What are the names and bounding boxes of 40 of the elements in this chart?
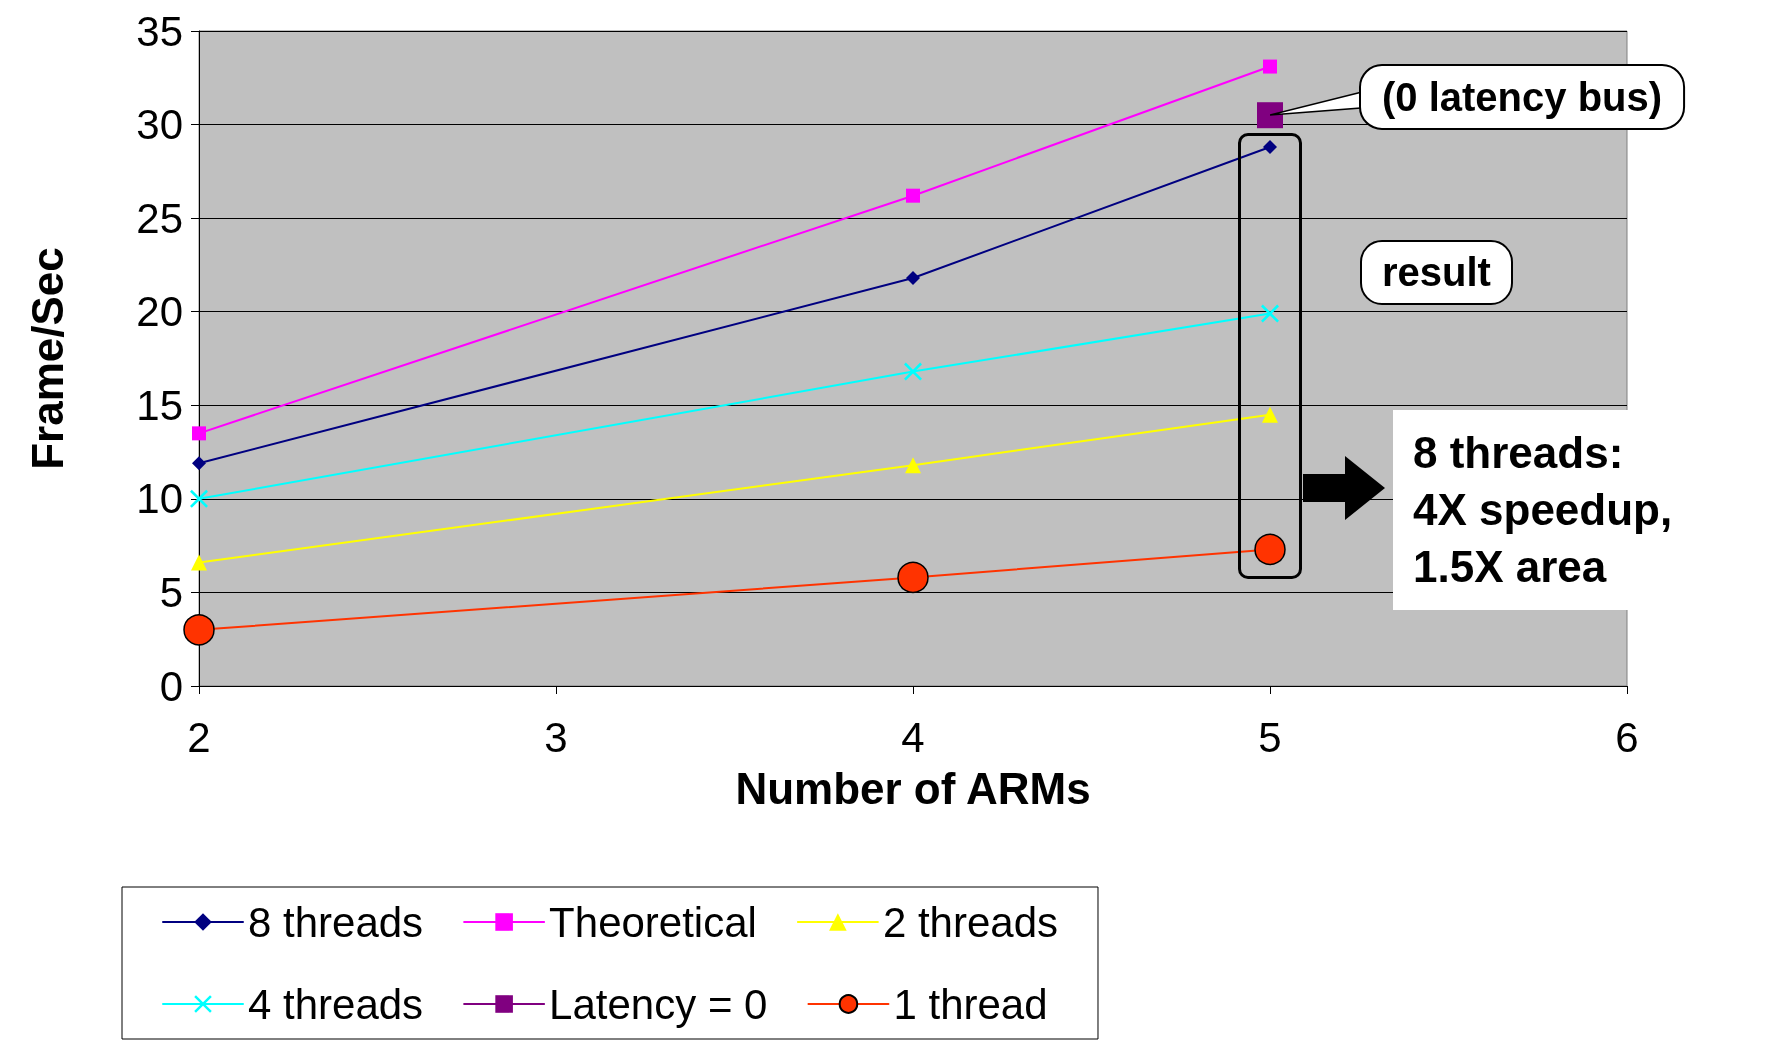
legend-label: 4 threads [248,980,424,1028]
legend-label: Latency = 0 [549,980,768,1028]
legend-label: 1 thread [893,980,1048,1028]
y-tick-label: 15 [136,381,183,429]
y-tick-label: 30 [136,101,183,149]
point [1261,304,1279,323]
y-tick-label: 5 [159,568,183,616]
legend-label: Theoretical [549,898,757,946]
point [905,457,921,474]
x-tick-label: 4 [901,713,925,761]
point [192,426,206,441]
y-axis-title: Frame/Sec [22,247,72,470]
annotation: 8 threads: 4X speedup, 1.5X area [1393,410,1708,610]
point [1254,533,1286,566]
point [192,456,206,471]
point [190,489,208,508]
point [191,554,207,571]
x-axis-title: Number of ARMs [735,763,1091,813]
point [1262,406,1278,423]
point [906,271,920,286]
annotation: (0 latency bus) [1382,75,1663,120]
speech-bubble: result [1360,240,1513,305]
x-tick-label: 5 [1258,713,1282,761]
legend-label: 8 threads [248,898,424,946]
y-tick-label: 20 [136,288,183,336]
y-tick-label: 0 [159,662,183,710]
y-tick-label: 25 [136,194,183,242]
point [906,188,920,203]
legend-label: 2 threads [882,898,1059,946]
x-tick-label: 3 [544,713,568,761]
y-tick-label: 35 [136,7,183,55]
x-tick-label: 6 [1615,713,1639,761]
point [1257,102,1283,129]
point [897,561,929,594]
point [183,614,215,646]
y-tick-label: 10 [136,475,183,523]
point [904,362,922,381]
x-tick-label: 2 [187,713,211,761]
point [1263,140,1277,155]
point [1263,59,1277,74]
